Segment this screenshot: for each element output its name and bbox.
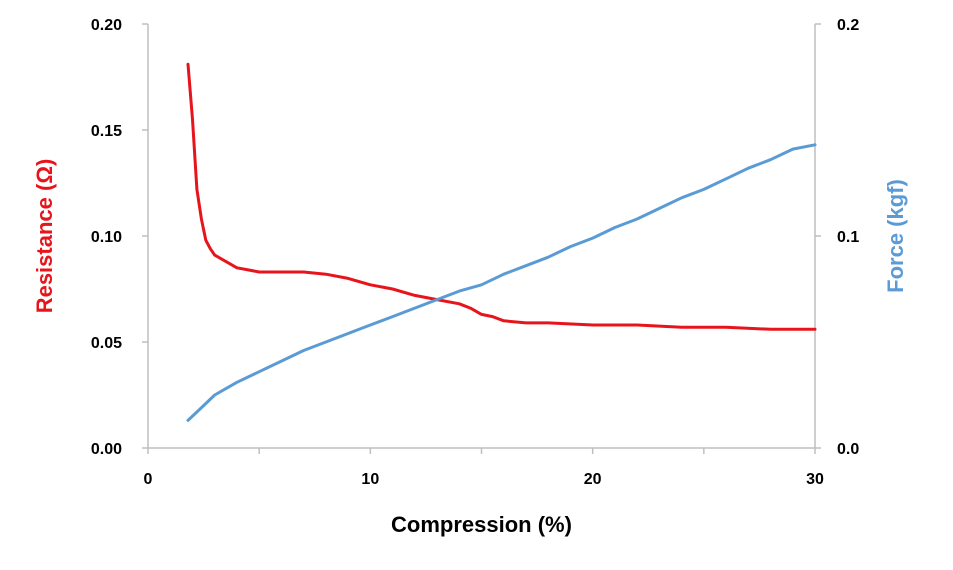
- right-y-tick-label: 0.1: [837, 229, 859, 246]
- left-y-tick-label: 0.20: [91, 17, 122, 34]
- left-y-tick-label: 0.05: [91, 335, 122, 352]
- force-series-line: [186, 143, 817, 422]
- right-y-tick-label: 0.0: [837, 441, 859, 458]
- resistance-series-line: [186, 62, 817, 331]
- tick-marks: [142, 23, 821, 454]
- x-tick-label: 20: [584, 471, 602, 488]
- right-y-tick-label: 0.2: [837, 17, 859, 34]
- x-tick-label: 30: [806, 471, 824, 488]
- left-y-tick-label: 0.10: [91, 229, 122, 246]
- axes: [147, 24, 816, 449]
- right-y-axis-title: Force (kgf): [883, 179, 908, 293]
- x-axis-title: Compression (%): [391, 512, 572, 537]
- tick-labels: 0 10 20 30 0.00 0.05 0.10 0.15 0.20 0.0 0.1 0.2: [91, 17, 859, 488]
- left-y-axis-title: Resistance (Ω): [32, 159, 57, 314]
- series-lines: [186, 62, 817, 422]
- left-y-tick-label: 0.15: [91, 123, 122, 140]
- x-tick-label: 10: [361, 471, 379, 488]
- x-tick-label: 0: [144, 471, 153, 488]
- left-y-tick-label: 0.00: [91, 441, 122, 458]
